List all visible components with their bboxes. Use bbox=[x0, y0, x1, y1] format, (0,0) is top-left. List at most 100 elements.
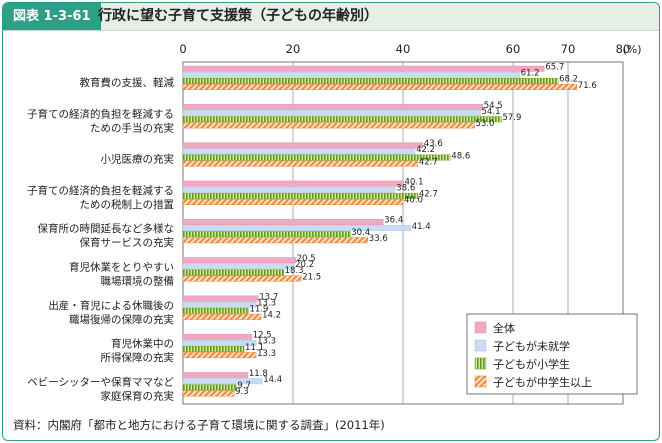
value-label: 20.5 bbox=[297, 254, 316, 264]
category-label: 保育サービスの充実 bbox=[80, 236, 175, 249]
bar-子どもが小学生-3 bbox=[182, 192, 419, 199]
category-label: 子育ての経済的負担を軽減する bbox=[27, 184, 174, 197]
category-label: 子育ての経済的負担を軽減する bbox=[27, 107, 174, 120]
value-label: 42.7 bbox=[419, 157, 438, 167]
bar-子どもが中学生以上-2 bbox=[182, 160, 419, 167]
value-label: 42.2 bbox=[416, 145, 435, 155]
x-tick-label: 20 bbox=[286, 42, 301, 56]
bar-子どもが未就学-7 bbox=[182, 340, 257, 346]
bar-全体-0 bbox=[182, 65, 545, 72]
bar-子どもが小学生-8 bbox=[182, 384, 237, 391]
value-label: 20.2 bbox=[295, 260, 314, 270]
bar-子どもが小学生-2 bbox=[182, 154, 451, 161]
bar-全体-7 bbox=[182, 333, 252, 340]
category-label: 育児休業をとりやすい bbox=[69, 261, 174, 274]
bar-子どもが未就学-0 bbox=[182, 71, 520, 78]
bar-子どもが未就学-4 bbox=[182, 225, 411, 232]
value-label: 11.1 bbox=[245, 343, 264, 353]
value-label: 11.8 bbox=[249, 369, 268, 379]
legend-label: 子どもが未就学 bbox=[493, 339, 570, 353]
value-label: 30.4 bbox=[351, 228, 370, 238]
value-label: 57.9 bbox=[502, 113, 521, 123]
value-label: 41.4 bbox=[412, 222, 431, 232]
value-label: 14.2 bbox=[262, 311, 281, 321]
bar-全体-1 bbox=[182, 104, 483, 111]
value-label: 9.3 bbox=[235, 387, 249, 397]
bar-全体-5 bbox=[182, 257, 296, 264]
bar-全体-4 bbox=[182, 218, 384, 225]
bar-全体-6 bbox=[182, 295, 259, 302]
value-label: 12.5 bbox=[253, 331, 272, 341]
value-label: 11.9 bbox=[249, 305, 268, 315]
legend-swatch-3 bbox=[474, 375, 487, 388]
category-label: ための税制上の措置 bbox=[80, 198, 175, 211]
value-label: 13.7 bbox=[259, 292, 278, 302]
category-label: 教育費の支援、軽減 bbox=[80, 76, 175, 89]
bar-全体-8 bbox=[182, 372, 249, 379]
value-label: 54.5 bbox=[484, 101, 503, 111]
bar-子どもが中学生以上-8 bbox=[182, 390, 235, 397]
bar-子どもが未就学-6 bbox=[182, 301, 257, 308]
bar-子どもが未就学-3 bbox=[182, 186, 396, 193]
bar-子どもが小学生-0 bbox=[182, 77, 559, 84]
category-label: 育児休業中の bbox=[111, 337, 174, 350]
value-label: 71.6 bbox=[578, 81, 597, 91]
x-tick-label: 40 bbox=[396, 42, 411, 56]
legend-swatch-2 bbox=[474, 357, 487, 370]
value-label: 21.5 bbox=[302, 272, 321, 282]
bar-子どもが中学生以上-6 bbox=[182, 313, 262, 320]
value-label: 40.1 bbox=[405, 177, 424, 187]
legend-label: 子どもが小学生 bbox=[493, 357, 570, 371]
value-label: 48.6 bbox=[451, 151, 470, 161]
value-label: 33.6 bbox=[369, 234, 388, 244]
bar-子どもが中学生以上-3 bbox=[182, 198, 404, 205]
value-label: 13.3 bbox=[257, 349, 276, 359]
bar-子どもが中学生以上-0 bbox=[182, 84, 577, 91]
figure-number: 図表 1-3-61 bbox=[3, 3, 101, 30]
bar-子どもが小学生-6 bbox=[182, 307, 249, 314]
value-label: 40.0 bbox=[404, 196, 423, 206]
legend-swatch-0 bbox=[474, 321, 487, 334]
x-tick-label: 80 bbox=[616, 42, 631, 56]
x-tick-label: 0 bbox=[179, 42, 186, 56]
figure-title: 行政に望む子育て支援策（子どもの年齢別） bbox=[98, 8, 378, 24]
bar-子どもが小学生-4 bbox=[182, 231, 351, 238]
category-label: 職場復帰の保障の充実 bbox=[69, 313, 174, 326]
x-tick-label: 70 bbox=[561, 42, 576, 56]
source-note: 資料：内閣府「都市と地方における子育て環境に関する調査」(2011年) bbox=[13, 418, 385, 432]
x-tick-label: 60 bbox=[506, 42, 521, 56]
value-label: 9.7 bbox=[237, 381, 251, 391]
bar-全体-2 bbox=[182, 142, 424, 149]
value-label: 68.2 bbox=[559, 75, 578, 85]
figure-header: 図表 1-3-61 行政に望む子育て支援策（子どもの年齢別） bbox=[3, 3, 659, 31]
value-label: 54.1 bbox=[482, 107, 501, 117]
category-label: ための手当の充実 bbox=[90, 121, 174, 134]
unit-label: (%) bbox=[622, 43, 641, 56]
bar-子どもが中学生以上-5 bbox=[182, 275, 302, 282]
bar-子どもが小学生-7 bbox=[182, 346, 245, 352]
value-label: 18.3 bbox=[285, 266, 304, 276]
bar-子どもが未就学-1 bbox=[182, 110, 481, 117]
value-label: 13.3 bbox=[257, 337, 276, 347]
category-label: 職場環境の整備 bbox=[101, 275, 175, 288]
legend-swatch-1 bbox=[474, 339, 487, 352]
bar-子どもが中学生以上-1 bbox=[182, 122, 475, 129]
bar-子どもが小学生-1 bbox=[182, 116, 502, 123]
value-label: 14.4 bbox=[263, 375, 282, 385]
legend-label: 全体 bbox=[493, 321, 515, 335]
bar-子どもが未就学-5 bbox=[182, 263, 295, 270]
bar-子どもが未就学-8 bbox=[182, 378, 263, 385]
legend-label: 子どもが中学生以上 bbox=[493, 375, 592, 389]
value-label: 36.4 bbox=[384, 216, 403, 226]
bar-子どもが小学生-5 bbox=[182, 269, 284, 276]
bar-子どもが中学生以上-4 bbox=[182, 237, 369, 244]
value-label: 43.6 bbox=[424, 139, 443, 149]
bar-子どもが中学生以上-7 bbox=[182, 352, 257, 359]
category-label: 出産・育児による休職後の bbox=[48, 299, 174, 312]
value-label: 61.2 bbox=[521, 69, 540, 79]
value-label: 53.0 bbox=[476, 119, 495, 129]
category-label: 小児医療の充実 bbox=[101, 153, 175, 166]
category-label: 家庭保育の充実 bbox=[101, 389, 175, 402]
legend-box bbox=[466, 313, 638, 395]
